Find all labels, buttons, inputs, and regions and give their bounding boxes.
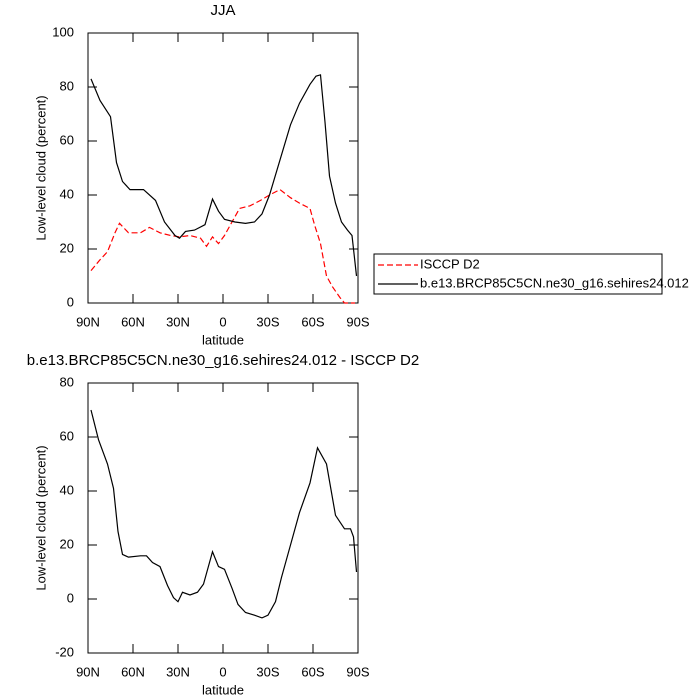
y-axis-label: Low-level cloud (percent)	[33, 445, 48, 590]
y-axis-label: Low-level cloud (percent)	[33, 95, 48, 240]
y-tick-label: 100	[52, 24, 74, 39]
legend-box	[373, 253, 663, 295]
plot-frame	[87, 382, 359, 654]
y-tick-label: 80	[60, 374, 74, 389]
y-tick-label: 0	[67, 294, 74, 309]
plot-frame	[87, 32, 359, 304]
x-tick-label: 90N	[76, 314, 100, 329]
x-tick-label: 60S	[301, 314, 324, 329]
x-tick-label: 60N	[121, 664, 145, 679]
y-tick-label: 0	[67, 590, 74, 605]
x-axis-label: latitude	[202, 332, 244, 347]
x-tick-label: 90N	[76, 664, 100, 679]
y-tick-label: -20	[55, 644, 74, 659]
y-tick-label: 60	[60, 132, 74, 147]
chart-title: b.e13.BRCP85C5CN.ne30_g16.sehires24.012 …	[27, 352, 419, 369]
x-tick-label: 30N	[166, 314, 190, 329]
y-tick-label: 60	[60, 428, 74, 443]
y-tick-label: 40	[60, 186, 74, 201]
legend-label: b.e13.BRCP85C5CN.ne30_g16.sehires24.012	[420, 275, 689, 290]
x-tick-label: 60N	[121, 314, 145, 329]
x-tick-label: 30N	[166, 664, 190, 679]
x-tick-label: 90S	[346, 314, 369, 329]
x-tick-label: 30S	[256, 664, 279, 679]
y-tick-label: 20	[60, 536, 74, 551]
y-tick-label: 40	[60, 482, 74, 497]
legend-label: ISCCP D2	[420, 256, 480, 271]
x-tick-label: 0	[219, 664, 226, 679]
x-tick-label: 90S	[346, 664, 369, 679]
chart-title: JJA	[210, 2, 235, 19]
x-tick-label: 0	[219, 314, 226, 329]
data-line	[90, 409, 358, 619]
y-tick-label: 80	[60, 78, 74, 93]
data-line	[90, 74, 358, 277]
y-tick-label: 20	[60, 240, 74, 255]
x-tick-label: 30S	[256, 314, 279, 329]
x-tick-label: 60S	[301, 664, 324, 679]
x-axis-label: latitude	[202, 682, 244, 697]
data-line	[90, 188, 355, 304]
